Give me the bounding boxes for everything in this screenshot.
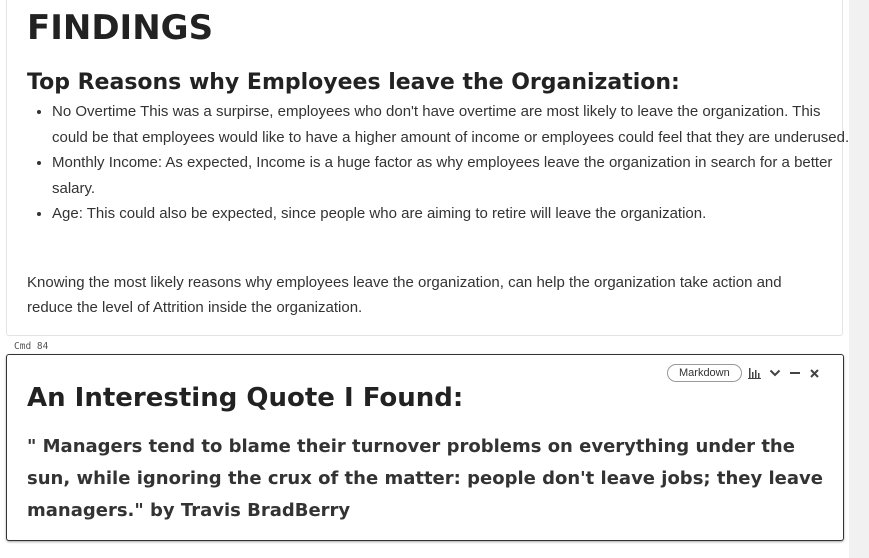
- list-item: No Overtime This was a surpirse, employe…: [52, 99, 852, 150]
- markdown-cell-findings[interactable]: FINDINGS Top Reasons why Employees leave…: [6, 0, 849, 336]
- conclusion-paragraph: Knowing the most likely reasons why empl…: [27, 274, 782, 316]
- list-item: Monthly Income: As expected, Income is a…: [52, 150, 852, 201]
- findings-heading: FINDINGS: [27, 8, 214, 48]
- cmd-number-label: Cmd 84: [14, 341, 49, 352]
- close-icon[interactable]: [808, 365, 822, 381]
- cell-type-dropdown[interactable]: Markdown: [667, 364, 742, 382]
- bar-chart-icon[interactable]: [747, 365, 762, 381]
- reasons-subheading: Top Reasons why Employees leave the Orga…: [27, 70, 680, 95]
- list-item: Age: This could also be expected, since …: [52, 201, 852, 227]
- quote-heading: An Interesting Quote I Found:: [27, 383, 464, 413]
- reasons-list: No Overtime This was a surpirse, employe…: [27, 99, 852, 227]
- chevron-down-icon[interactable]: [768, 365, 782, 381]
- scrollbar[interactable]: [849, 0, 869, 558]
- minimize-icon[interactable]: [788, 365, 802, 381]
- cell-toolbar: Markdown: [667, 364, 822, 382]
- quote-text: " Managers tend to blame their turnover …: [27, 436, 823, 521]
- markdown-cell-quote[interactable]: Markdown An Intere: [6, 354, 844, 541]
